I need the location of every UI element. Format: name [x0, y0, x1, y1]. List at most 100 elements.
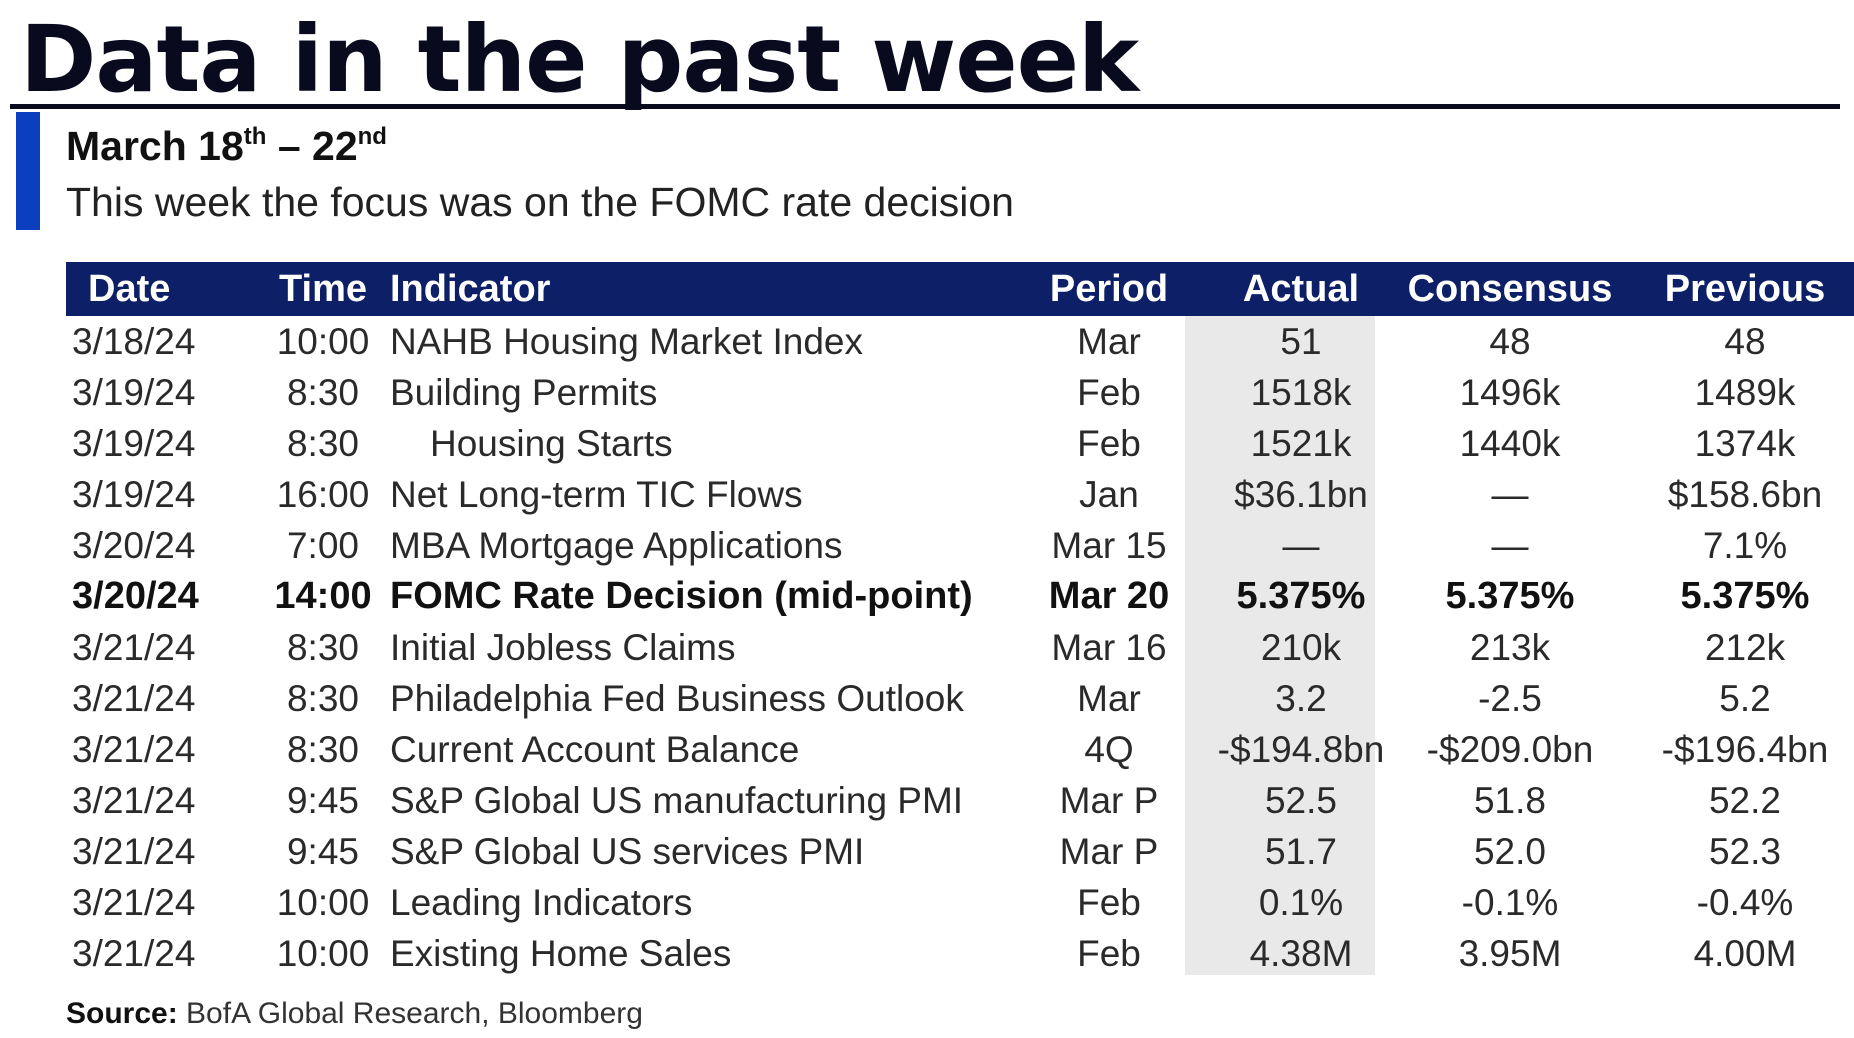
cell-period: Mar 16: [1051, 626, 1167, 668]
cell-period: Feb: [1077, 371, 1141, 413]
cell-actual: 0.1%: [1258, 881, 1344, 923]
indicator-label: Housing Starts: [430, 422, 673, 464]
cell-indicator: Leading Indicators: [390, 881, 693, 923]
cell-period: 4Q: [1084, 728, 1134, 770]
table-row: 3/21/24 8:30 Philadelphia Fed Business Out…: [66, 673, 1854, 724]
cell-previous: 5.2: [1719, 677, 1771, 719]
cell-period: Feb: [1077, 881, 1141, 923]
cell-date: 3/21/24: [72, 779, 196, 821]
cell-actual: 51.7: [1264, 830, 1337, 872]
cell-consensus: -2.5: [1478, 677, 1542, 719]
cell-previous: 1489k: [1694, 371, 1796, 413]
date-range-end: 22: [312, 123, 358, 169]
cell-previous: 48: [1724, 320, 1766, 362]
cell-date: 3/21/24: [72, 626, 196, 668]
table-row: 3/18/24 10:00 NAHB Housing Market Index Mar…: [66, 316, 1854, 367]
cell-period: Mar: [1077, 677, 1141, 719]
cell-consensus: 1440k: [1459, 422, 1561, 464]
cell-time: 8:30: [286, 371, 359, 413]
cell-consensus: 48: [1489, 320, 1531, 362]
cell-consensus: -0.1%: [1461, 881, 1559, 923]
cell-consensus: 51.8: [1473, 779, 1546, 821]
cell-time: 10:00: [276, 932, 370, 974]
cell-period: Feb: [1077, 422, 1141, 464]
cell-indicator: Current Account Balance: [390, 728, 800, 770]
cell-date: 3/21/24: [72, 932, 196, 974]
cell-indicator: S&P Global US manufacturing PMI: [390, 779, 964, 821]
economic-data-table: Date Time Indicator Period Actual Consen…: [66, 262, 1854, 979]
table-row: 3/21/24 10:00 Existing Home Sales Feb 4.38M 3…: [66, 928, 1854, 979]
table-row: 3/21/24 9:45 S&P Global US services PMI Mar…: [66, 826, 1854, 877]
cell-consensus: —: [1491, 473, 1529, 515]
header-indicator: Indicator: [390, 262, 1010, 316]
cell-date: 3/21/24: [72, 881, 196, 923]
cell-actual: 1518k: [1250, 371, 1352, 413]
cell-period: Mar 20: [1048, 575, 1170, 617]
cell-consensus: —: [1491, 524, 1529, 566]
cell-consensus: 213k: [1469, 626, 1551, 668]
cell-previous: 52.3: [1708, 830, 1781, 872]
cell-time: 9:45: [286, 830, 359, 872]
cell-time: 10:00: [276, 320, 370, 362]
table-row: 3/21/24 9:45 S&P Global US manufacturing P…: [66, 775, 1854, 826]
table-row: 3/21/24 10:00 Leading Indicators Feb 0.1% -0.…: [66, 877, 1854, 928]
date-range-start: March 18: [66, 123, 244, 169]
cell-time: 8:30: [286, 626, 359, 668]
cell-consensus: -$209.0bn: [1426, 728, 1594, 770]
cell-time: 16:00: [276, 473, 370, 515]
cell-indicator: S&P Global US services PMI: [390, 830, 865, 872]
cell-indicator: FOMC Rate Decision (mid-point): [390, 575, 973, 617]
cell-actual: 4.38M: [1249, 932, 1353, 974]
cell-previous: 212k: [1704, 626, 1786, 668]
cell-actual: $36.1bn: [1234, 473, 1368, 515]
cell-time: 7:00: [286, 524, 359, 566]
cell-actual: -$194.8bn: [1217, 728, 1385, 770]
cell-indicator: MBA Mortgage Applications: [390, 524, 843, 566]
cell-actual: —: [1282, 524, 1320, 566]
table-row: 3/21/24 8:30 Current Account Balance 4Q -$19…: [66, 724, 1854, 775]
source-note: Source: BofA Global Research, Bloomberg: [66, 994, 643, 1034]
cell-period: Mar: [1077, 320, 1141, 362]
cell-time: 10:00: [276, 881, 370, 923]
header-previous: Previous: [1626, 262, 1854, 316]
accent-bar: [16, 112, 40, 230]
title-divider: [10, 104, 1840, 109]
cell-date: 3/21/24: [72, 830, 196, 872]
cell-indicator: Building Permits: [390, 371, 658, 413]
cell-indicator: Existing Home Sales: [390, 932, 732, 974]
cell-previous: -0.4%: [1696, 881, 1794, 923]
cell-date: 3/19/24: [72, 422, 196, 464]
cell-period: Mar P: [1059, 779, 1159, 821]
cell-time: 8:30: [286, 677, 359, 719]
cell-previous: 5.375%: [1680, 575, 1810, 617]
cell-period: Mar P: [1059, 830, 1159, 872]
cell-date: 3/21/24: [72, 677, 196, 719]
cell-date: 3/19/24: [72, 371, 196, 413]
date-range: March 18th – 22nd: [66, 120, 387, 172]
page-title: Data in the past week: [20, 6, 1139, 113]
table-row: 3/19/24 16:00 Net Long-term TIC Flows Jan $3…: [66, 469, 1854, 520]
table-header-row: Date Time Indicator Period Actual Consen…: [66, 262, 1854, 316]
date-range-end-suffix: nd: [357, 123, 387, 150]
actual-column-shading: [1185, 316, 1375, 975]
cell-previous: 52.2: [1708, 779, 1781, 821]
table-row: 3/19/24 8:30 Building Permits Feb 1518k 1496k…: [66, 367, 1854, 418]
header-date: Date: [66, 262, 256, 316]
cell-date: 3/20/24: [72, 524, 196, 566]
cell-actual: 3.2: [1275, 677, 1327, 719]
header-actual: Actual: [1208, 262, 1394, 316]
cell-actual: 210k: [1260, 626, 1342, 668]
cell-indicator: Net Long-term TIC Flows: [390, 473, 803, 515]
cell-actual: 51: [1280, 320, 1322, 362]
cell-indicator: Housing Starts: [390, 418, 1010, 469]
cell-period: Mar 15: [1051, 524, 1167, 566]
cell-time: 8:30: [286, 422, 359, 464]
cell-actual: 52.5: [1264, 779, 1337, 821]
cell-previous: $158.6bn: [1667, 473, 1823, 515]
cell-previous: -$196.4bn: [1661, 728, 1829, 770]
table-row: 3/20/24 14:00 FOMC Rate Decision (mid-poin…: [66, 571, 1854, 622]
cell-actual: 1521k: [1250, 422, 1352, 464]
cell-indicator: Philadelphia Fed Business Outlook: [390, 677, 964, 719]
cell-consensus: 3.95M: [1458, 932, 1562, 974]
date-range-start-suffix: th: [243, 123, 267, 150]
